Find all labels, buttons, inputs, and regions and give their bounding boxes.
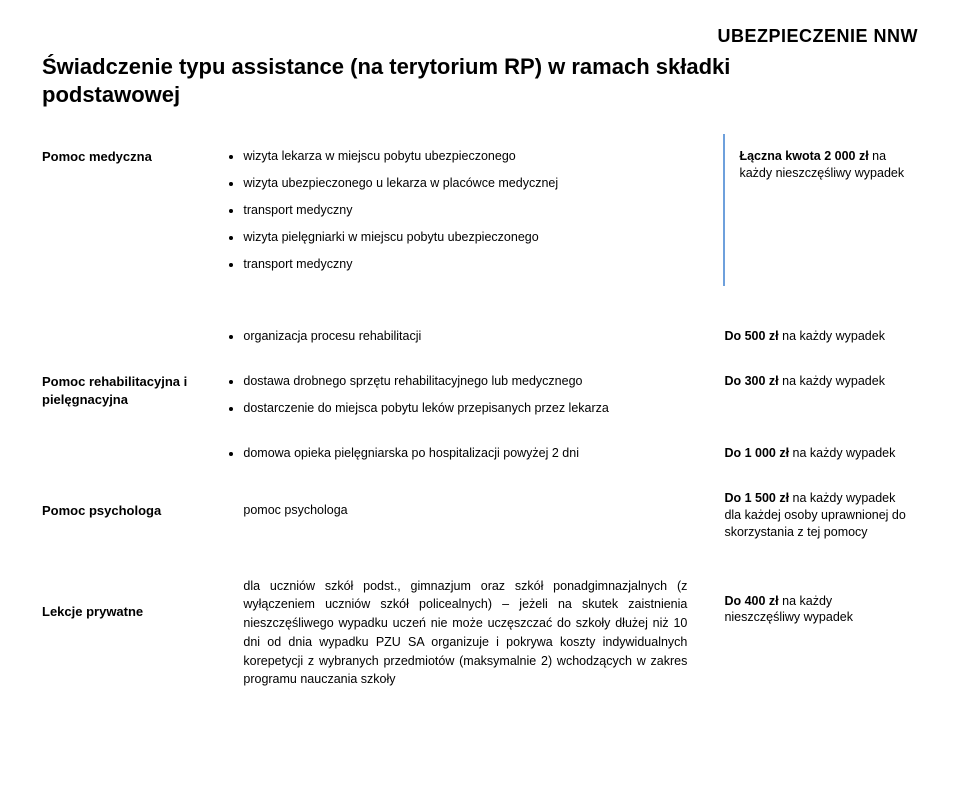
- section-limit: Do 1 500 zł na każdy wypadek dla każdej …: [724, 476, 918, 555]
- limit-amount: Do 500 zł: [724, 329, 778, 343]
- section-label: Lekcje prywatne: [42, 555, 227, 704]
- limit-tail: na każdy wypadek: [779, 374, 885, 388]
- page-header: UBEZPIECZENIE NNW: [42, 26, 918, 47]
- list-item: organizacja procesu rehabilitacji: [243, 328, 714, 345]
- limit-amount: Do 400 zł: [724, 594, 778, 608]
- section-limit: Do 1 000 zł na każdy wypadek: [724, 431, 918, 476]
- section-label: Pomoc psychologa: [42, 476, 227, 555]
- list-item: dostarczenie do miejsca pobytu leków prz…: [243, 400, 714, 417]
- list-item: dostawa drobnego sprzętu rehabilitacyjne…: [243, 373, 714, 390]
- list-item: wizyta lekarza w miejscu pobytu ubezpiec…: [243, 148, 713, 165]
- limit-tail: na każdy wypadek: [779, 329, 885, 343]
- section-label-empty: [42, 431, 227, 476]
- section-items: domowa opieka pielęgniarska po hospitali…: [227, 431, 724, 476]
- table-row: Pomoc psychologa pomoc psychologa Do 1 5…: [42, 476, 918, 555]
- section-limit: Łączna kwota 2 000 zł na każdy nieszczęś…: [724, 134, 918, 286]
- limit-amount: Do 1 500 zł: [724, 491, 789, 505]
- benefits-table: Pomoc medyczna wizyta lekarza w miejscu …: [42, 134, 918, 703]
- section-label: Pomoc rehabilitacyjna i pielęgnacyjna: [42, 359, 227, 431]
- item-text: dla uczniów szkół podst., gimnazjum oraz…: [227, 577, 687, 690]
- page-title: Świadczenie typu assistance (na terytori…: [42, 53, 782, 108]
- limit-amount: Łączna kwota 2 000 zł: [739, 149, 868, 163]
- limit-tail: na każdy wypadek: [789, 446, 895, 460]
- list-item: transport medyczny: [243, 256, 713, 273]
- section-items: dostawa drobnego sprzętu rehabilitacyjne…: [227, 359, 724, 431]
- list-item: transport medyczny: [243, 202, 713, 219]
- table-row: organizacja procesu rehabilitacji Do 500…: [42, 314, 918, 359]
- table-row: Pomoc medyczna wizyta lekarza w miejscu …: [42, 134, 918, 286]
- section-limit: Do 500 zł na każdy wypadek: [724, 314, 918, 359]
- section-items: organizacja procesu rehabilitacji: [227, 314, 724, 359]
- section-items: dla uczniów szkół podst., gimnazjum oraz…: [227, 555, 724, 704]
- table-row: Lekcje prywatne dla uczniów szkół podst.…: [42, 555, 918, 704]
- section-label: Pomoc medyczna: [42, 134, 227, 286]
- section-limit: Do 400 zł na każdy nieszczęśliwy wypadek: [724, 555, 918, 704]
- list-item: wizyta ubezpieczonego u lekarza w placów…: [243, 175, 713, 192]
- section-limit: Do 300 zł na każdy wypadek: [724, 359, 918, 431]
- list-item: domowa opieka pielęgniarska po hospitali…: [243, 445, 714, 462]
- table-row: Pomoc rehabilitacyjna i pielęgnacyjna do…: [42, 359, 918, 431]
- item-text: pomoc psychologa: [227, 502, 714, 519]
- table-row: domowa opieka pielęgniarska po hospitali…: [42, 431, 918, 476]
- section-label-empty: [42, 314, 227, 359]
- list-item: wizyta pielęgniarki w miejscu pobytu ube…: [243, 229, 713, 246]
- limit-amount: Do 1 000 zł: [724, 446, 789, 460]
- limit-amount: Do 300 zł: [724, 374, 778, 388]
- section-items: pomoc psychologa: [227, 476, 724, 555]
- section-items: wizyta lekarza w miejscu pobytu ubezpiec…: [227, 134, 724, 286]
